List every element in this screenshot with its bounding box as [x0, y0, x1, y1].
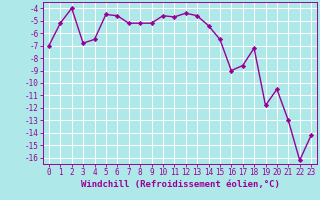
X-axis label: Windchill (Refroidissement éolien,°C): Windchill (Refroidissement éolien,°C) [81, 180, 279, 189]
